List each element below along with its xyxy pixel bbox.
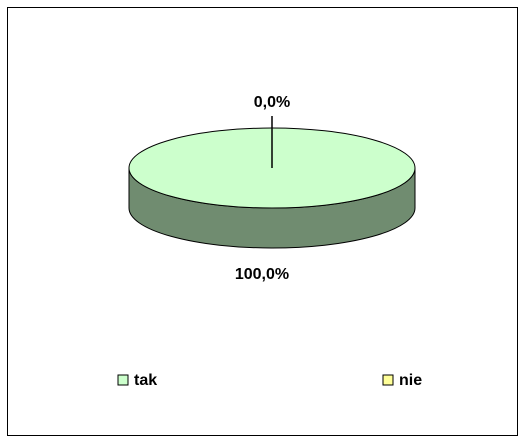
legend-swatch [117,374,129,386]
legend-label: nie [399,372,422,389]
data-label: 0,0% [254,94,290,111]
legend-swatch [382,374,394,386]
legend-label: tak [134,372,157,389]
data-label: 100,0% [235,266,289,283]
